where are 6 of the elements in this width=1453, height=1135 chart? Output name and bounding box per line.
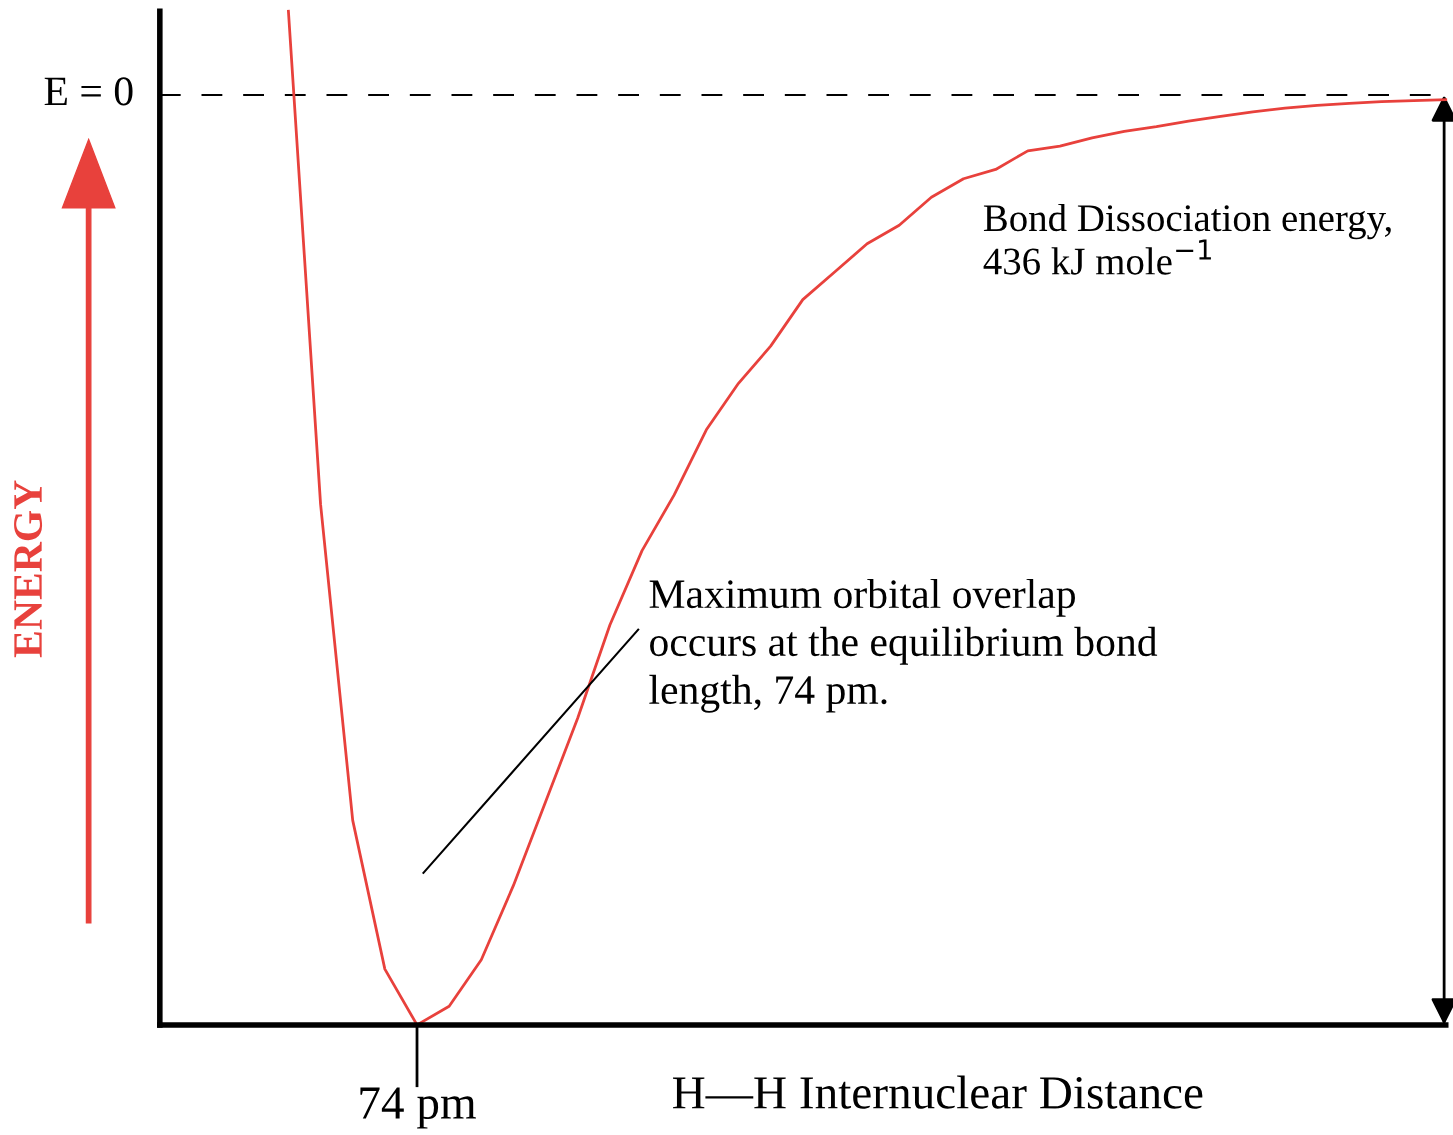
text: 74 pm [360,1087,476,1129]
annotation: Bond Dissociation energy, 436 kJ mole$^{−1}$ [983,203,1391,275]
ref-line-label: E = 0 [44,77,133,106]
annotation: Maximum orbital overlap occurs at the equilibrium bond length, 74 pm. [649,578,1158,713]
y-axis-title: ENERGY [14,480,43,658]
x-axis-title: H—H Internuclear Distance [672,1075,1203,1109]
